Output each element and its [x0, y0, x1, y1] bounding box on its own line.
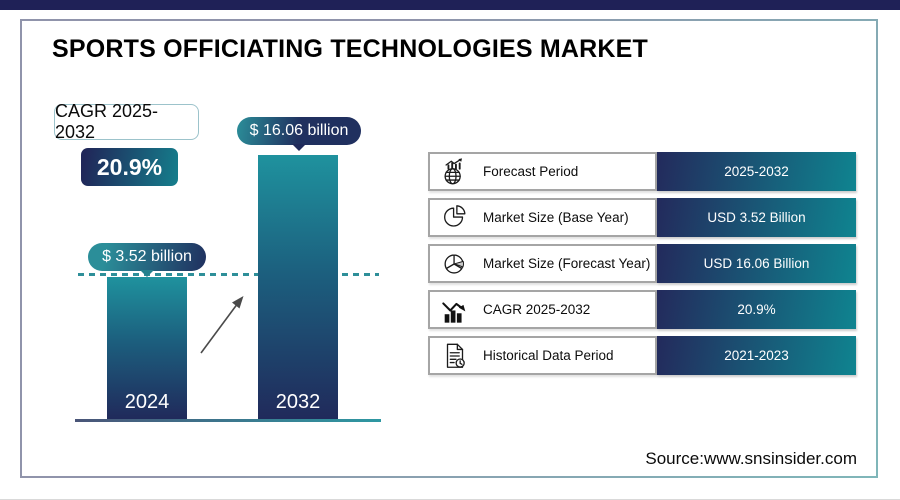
cagr-period-box: CAGR 2025-2032 — [54, 101, 199, 142]
metric-label: Historical Data Period — [483, 348, 614, 363]
value-label-2032: $ 16.06 billion — [249, 122, 349, 139]
axis-label-2032: 2032 — [275, 391, 321, 413]
reference-dashed-line — [78, 273, 379, 276]
page-title: SPORTS OFFICIATING TECHNOLOGIES MARKET — [52, 35, 649, 63]
bar-chart: $ 3.52 billion $ 16.06 billion 2024 2032 — [22, 21, 442, 480]
metric-label: Market Size (Forecast Year) — [483, 256, 651, 271]
top-accent-bar — [0, 0, 900, 10]
value-label-2024: $ 3.52 billion — [102, 248, 192, 265]
metric-value: USD 16.06 Billion — [657, 244, 856, 283]
table-row: Market Size (Forecast Year) USD 16.06 Bi… — [428, 244, 856, 283]
value-callout-2024: $ 3.52 billion — [88, 243, 206, 271]
metric-value: 2021-2023 — [657, 336, 856, 375]
table-row: Historical Data Period 2021-2023 — [428, 336, 856, 375]
cagr-value-badge: 20.9% — [81, 148, 178, 186]
source-text: Source:www.snsinsider.com — [645, 449, 857, 468]
content-frame: SPORTS OFFICIATING TECHNOLOGIES MARKET C… — [20, 19, 878, 478]
bar-chart-growth-icon — [442, 301, 466, 323]
pie-chart-exploded-icon — [444, 253, 465, 274]
table-row: CAGR 2025-2032 20.9% — [428, 290, 856, 329]
metric-value: 20.9% — [657, 290, 856, 329]
metric-label: Forecast Period — [483, 164, 579, 179]
metric-value: 2025-2032 — [657, 152, 856, 191]
growth-arrow-icon — [200, 296, 244, 354]
table-row: Market Size (Base Year) USD 3.52 Billion — [428, 198, 856, 237]
axis-label-2024: 2024 — [124, 391, 170, 413]
pie-chart-icon — [444, 204, 466, 227]
bar-2032: 2032 — [258, 155, 338, 419]
metric-cell: Historical Data Period — [428, 336, 657, 375]
metric-cell: Market Size (Base Year) — [428, 198, 657, 237]
metric-cell: CAGR 2025-2032 — [428, 290, 657, 329]
metric-value: USD 3.52 Billion — [657, 198, 856, 237]
metric-cell: Market Size (Forecast Year) — [428, 244, 657, 283]
metric-cell: Forecast Period — [428, 152, 657, 191]
cagr-period-label: CAGR 2025-2032 — [55, 101, 159, 142]
bar-2024: 2024 — [107, 277, 187, 419]
metric-label: Market Size (Base Year) — [483, 210, 629, 225]
table-row: Forecast Period 2025-2032 — [428, 152, 856, 191]
value-callout-2032: $ 16.06 billion — [237, 117, 361, 145]
document-clock-icon — [446, 343, 465, 368]
metric-label: CAGR 2025-2032 — [483, 302, 591, 317]
globe-growth-icon — [444, 157, 463, 184]
x-axis-line — [75, 419, 381, 422]
summary-table: Forecast Period 2025-2032 Market Size (B… — [428, 152, 856, 382]
